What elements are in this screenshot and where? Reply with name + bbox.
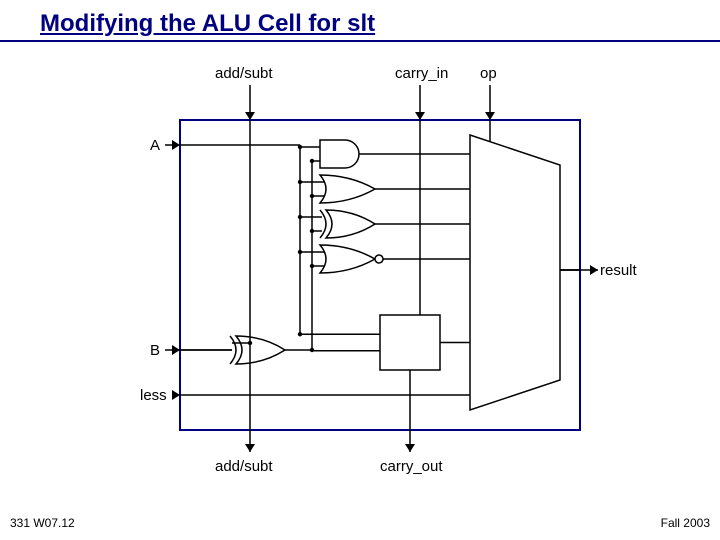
alu-diagram — [0, 0, 720, 540]
